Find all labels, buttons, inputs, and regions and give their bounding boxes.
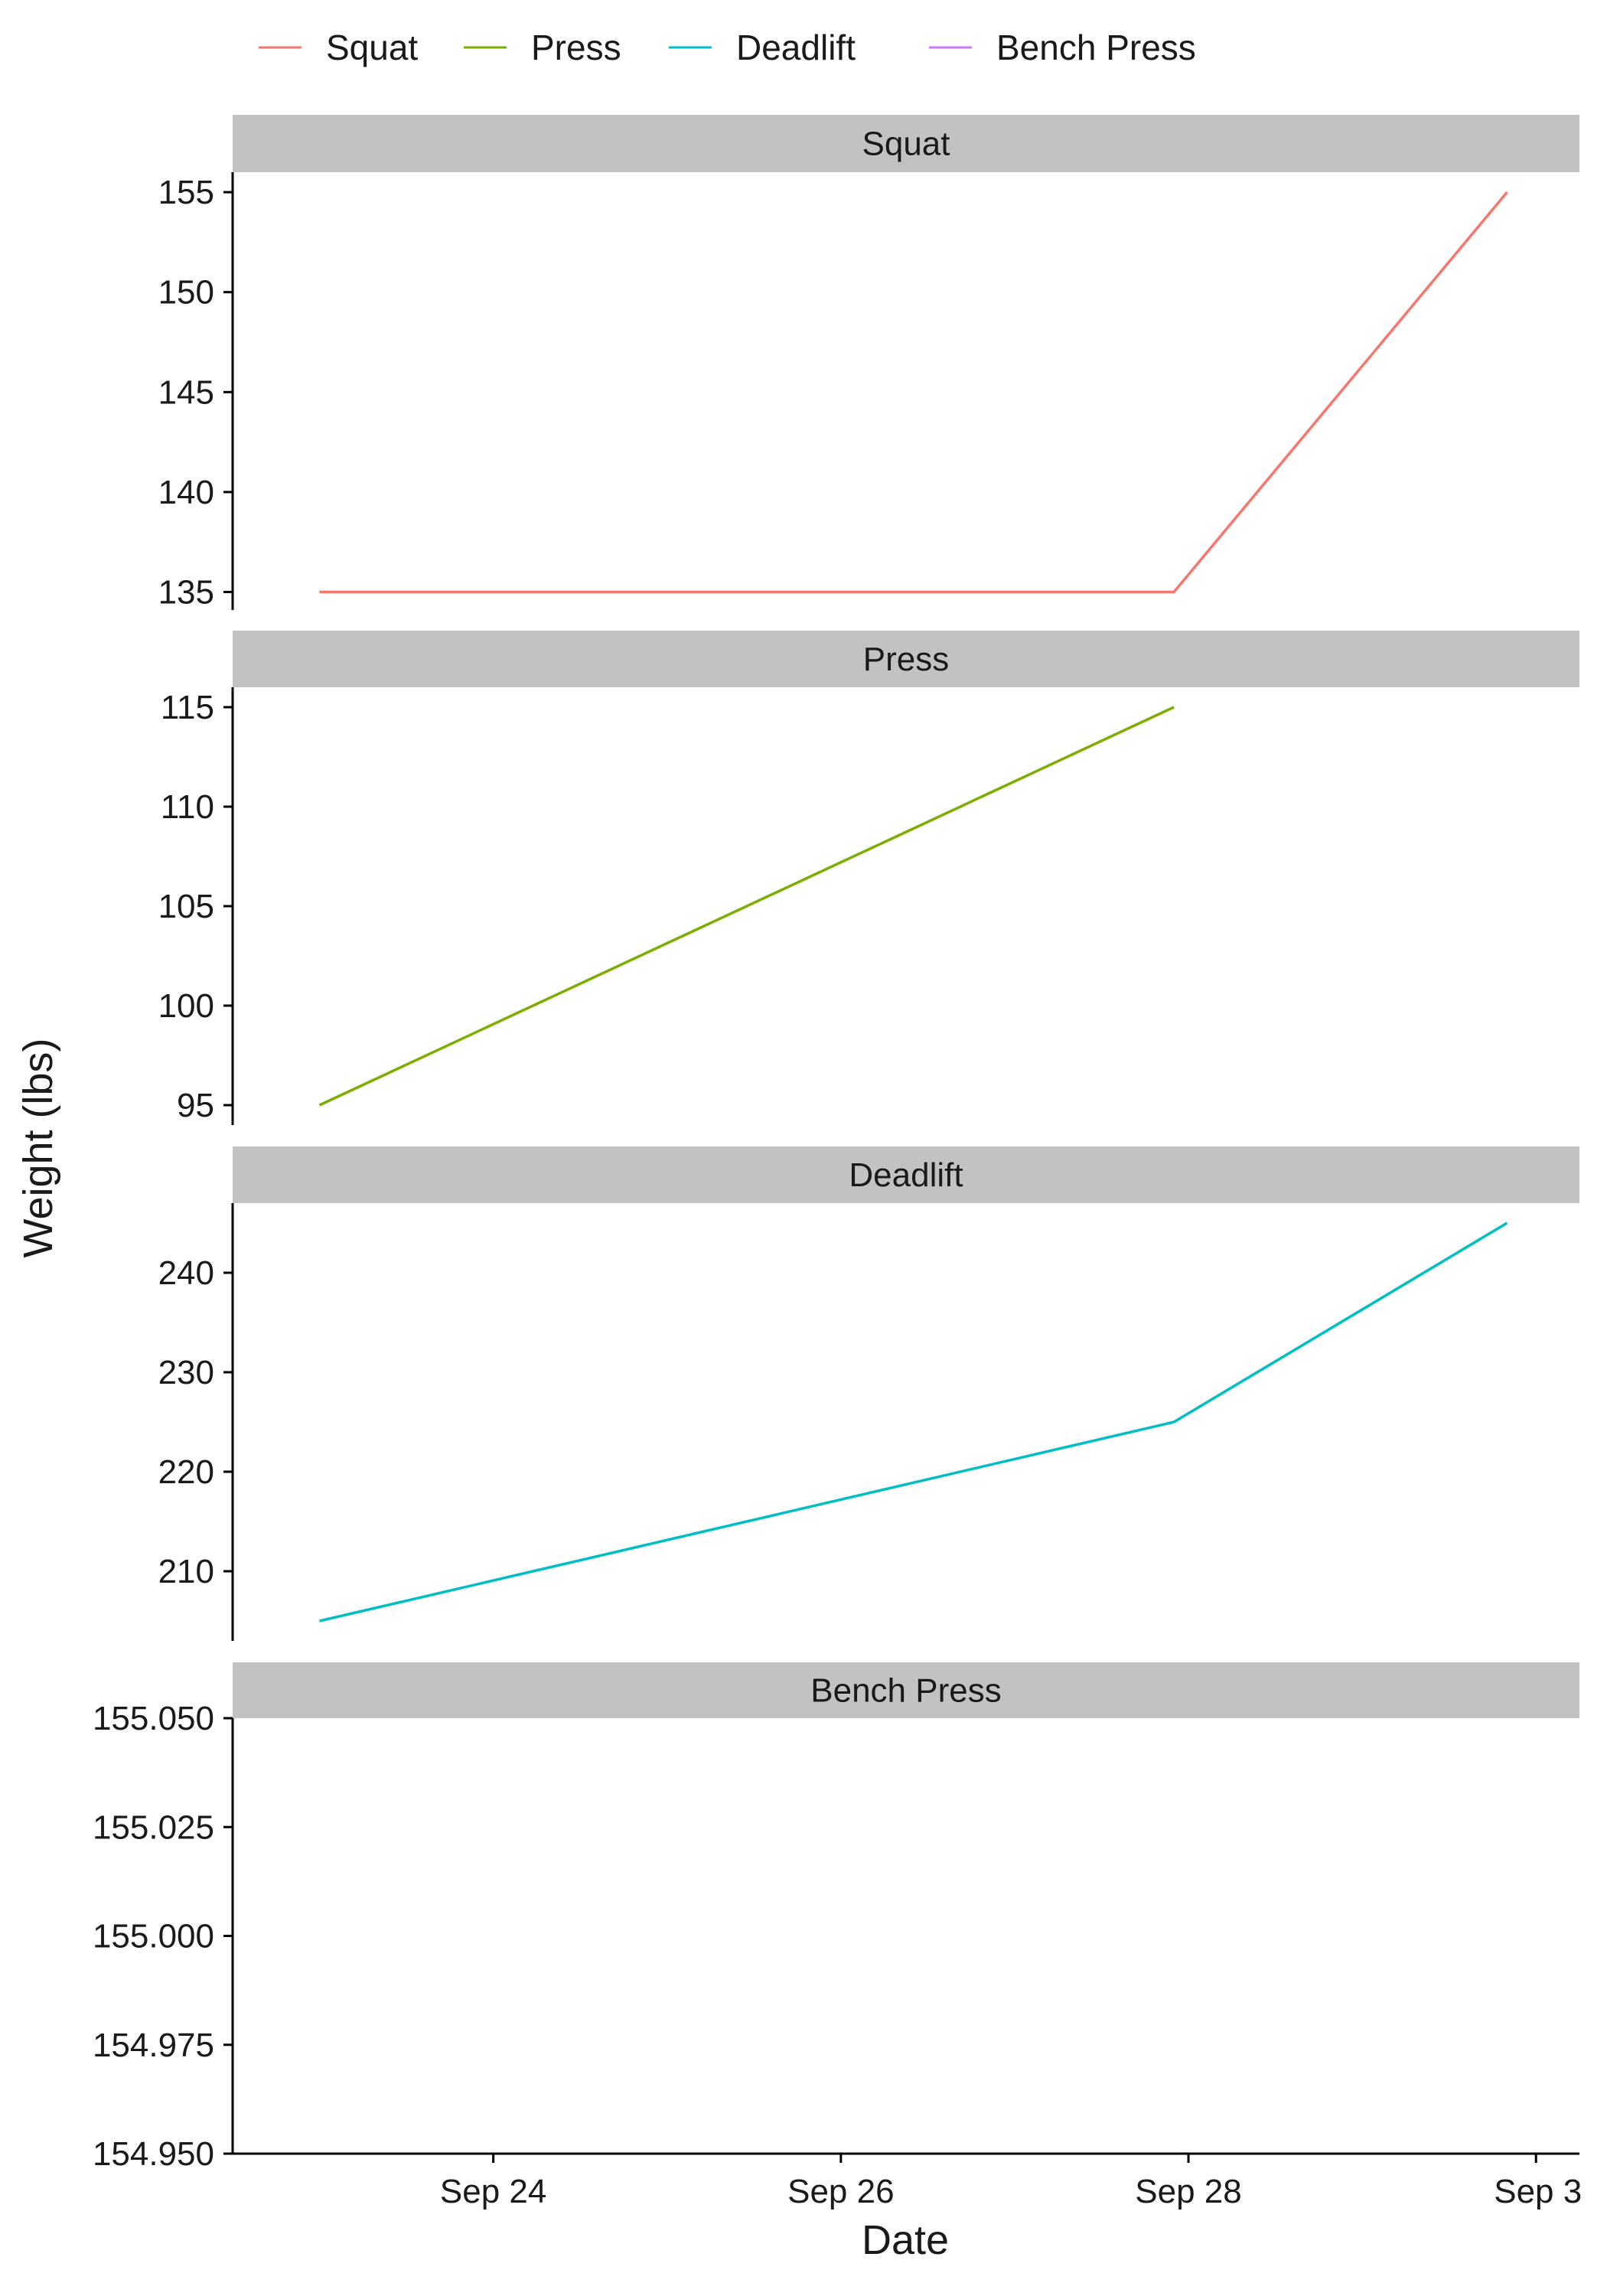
legend: Squat Press Deadlift Bench Press bbox=[259, 28, 1196, 67]
y-tick-label-bench-press: 155.000 bbox=[93, 1918, 214, 1955]
legend-label-squat: Squat bbox=[326, 28, 418, 67]
strip-label-bench-press: Bench Press bbox=[810, 1672, 1001, 1710]
x-tick-label: Sep 3 bbox=[1494, 2173, 1582, 2210]
y-tick-label-squat: 145 bbox=[158, 373, 214, 411]
strip-squat bbox=[233, 115, 1579, 172]
facet-deadlift: Deadlift 210 220 230 240 bbox=[158, 1146, 1579, 1641]
strip-deadlift bbox=[233, 1146, 1579, 1203]
strip-bench-press bbox=[233, 1662, 1579, 1718]
y-tick-label-press: 110 bbox=[161, 788, 214, 826]
facet-press: Press 95 100 105 110 115 bbox=[158, 631, 1579, 1125]
y-tick-label-press: 100 bbox=[158, 987, 214, 1025]
y-tick-label-bench-press: 155.050 bbox=[93, 1700, 214, 1737]
strip-label-deadlift: Deadlift bbox=[849, 1156, 963, 1194]
x-tick-label: Sep 24 bbox=[440, 2173, 546, 2210]
y-tick-label-press: 95 bbox=[177, 1087, 214, 1124]
facet-panels: Squat 135 140 145 150 155 Press 95 100 105 110 115 D… bbox=[93, 115, 1579, 2173]
series-line-deadlift bbox=[319, 1221, 1508, 1623]
y-tick-label-deadlift: 240 bbox=[158, 1254, 214, 1292]
strip-label-press: Press bbox=[863, 641, 949, 678]
y-tick-label-deadlift: 220 bbox=[158, 1453, 214, 1491]
y-tick-label-bench-press: 154.950 bbox=[93, 2135, 214, 2173]
y-tick-label-press: 105 bbox=[158, 888, 214, 925]
x-axis-title: Date bbox=[862, 2217, 949, 2263]
strip-label-squat: Squat bbox=[862, 126, 950, 163]
y-tick-label-deadlift: 230 bbox=[158, 1354, 214, 1391]
strip-press bbox=[233, 631, 1579, 687]
y-tick-label-squat: 155 bbox=[158, 174, 214, 211]
y-tick-label-bench-press: 154.975 bbox=[93, 2027, 214, 2064]
y-tick-label-squat: 135 bbox=[158, 573, 214, 611]
x-tick-label: Sep 26 bbox=[787, 2173, 894, 2210]
x-axis: Sep 24 Sep 26 Sep 28 Sep 3 bbox=[233, 2152, 1582, 2210]
legend-label-bench-press: Bench Press bbox=[996, 28, 1196, 67]
y-tick-label-deadlift: 210 bbox=[158, 1553, 214, 1590]
legend-label-press: Press bbox=[531, 28, 621, 67]
y-tick-label-press: 115 bbox=[161, 689, 214, 726]
x-tick-label: Sep 28 bbox=[1135, 2173, 1241, 2210]
y-tick-label-bench-press: 155.025 bbox=[93, 1808, 214, 1846]
facet-squat: Squat 135 140 145 150 155 bbox=[158, 115, 1579, 611]
y-tick-label-squat: 150 bbox=[158, 274, 214, 311]
y-tick-label-squat: 140 bbox=[158, 474, 214, 511]
legend-label-deadlift: Deadlift bbox=[736, 28, 856, 67]
series-line-squat bbox=[319, 191, 1508, 594]
y-axis-title: Weight (lbs) bbox=[15, 1038, 61, 1257]
series-line-press bbox=[318, 706, 1175, 1107]
facet-bench-press: Bench Press 154.950 154.975 155.000 155.025 1… bbox=[93, 1662, 1579, 2173]
